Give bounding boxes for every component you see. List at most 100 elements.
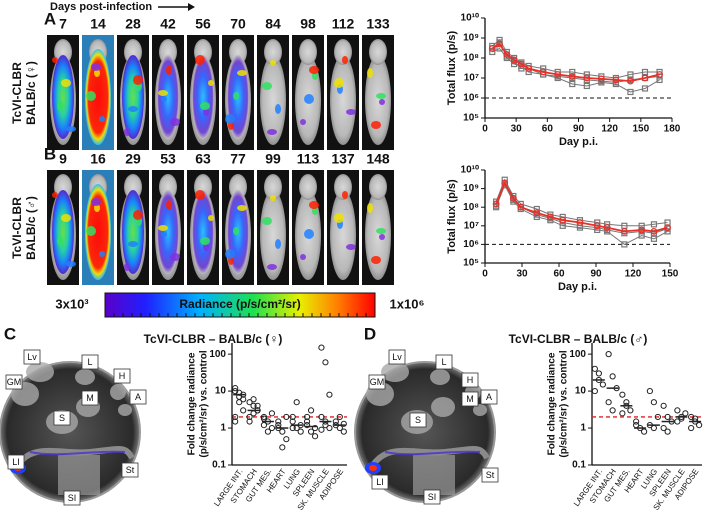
mouse-body [260,55,286,145]
organ-label: L [441,357,446,367]
marker [501,179,509,187]
dot [283,436,290,443]
organ-label: Lv [27,352,37,362]
signal [52,55,74,139]
organ-label-box [388,349,406,365]
dot [605,399,612,406]
signal-spot [208,80,214,86]
signal-spot [161,231,167,237]
organ [381,362,409,382]
signal [85,49,111,145]
marker [492,200,500,208]
organ-label-box [371,474,389,490]
dot [283,413,290,421]
y-tick-label: 10⁶ [463,93,479,104]
signal-spot [309,201,319,209]
signal-trace [29,450,126,456]
signal-spot [371,256,381,264]
marker [509,194,517,202]
mouse-body [365,190,391,280]
mouse-head [369,174,387,200]
y-axis-title: Total flux (p/s) [446,179,458,254]
dot [297,428,304,435]
dot [279,428,286,435]
signal-spot [170,118,180,126]
signal-spot [133,75,143,85]
signal-spot [267,129,277,135]
organ-label: GM [370,377,385,387]
dot [307,407,315,414]
signal-spot [312,207,318,215]
signal-spot [57,236,63,246]
marker [533,209,541,217]
signal-spot [124,263,130,271]
panel-label: A [44,9,56,28]
signal-spot [225,249,235,259]
organ-label-box [423,489,441,505]
day-label: 84 [265,16,281,32]
signal-spot [94,69,100,77]
y-axis-title: Fold change radiance [187,352,198,455]
organ-label-box [481,467,499,483]
signal-spot [300,254,306,260]
dot [318,426,325,433]
signal-spot [309,66,319,74]
signal-spot [91,63,101,71]
signal [85,184,111,280]
signal-spot [225,114,235,124]
dot [660,402,667,409]
signal-spot [237,205,247,211]
signal-spot [262,217,272,225]
mouse-head [124,174,142,200]
marker [525,68,532,76]
marker [518,65,525,72]
dot [303,418,311,425]
dot [650,424,657,432]
mouse-body [330,190,356,280]
y-tick-label: 0.1 [572,460,586,471]
signal-spot [342,191,348,199]
dot [591,365,598,372]
dot [340,428,347,435]
dot [303,422,311,429]
y-tick-label: 0.1 [212,460,226,471]
day-label: 70 [230,16,246,32]
dot [332,418,339,425]
signal-spot [267,264,277,270]
organ [110,384,126,400]
series-line [492,47,660,93]
signal-spot [86,226,96,236]
signal-spot [300,119,306,125]
dot [311,433,319,440]
x-tick-label: 30 [511,124,523,135]
dot [232,387,239,395]
mouse-head [159,174,177,200]
dot [322,359,329,366]
dot [326,424,333,432]
marker [569,68,576,76]
dot [326,391,333,398]
dot [232,385,239,392]
organ-label: S [59,413,65,423]
marker [539,68,547,76]
signal [122,55,144,139]
dot [340,420,347,427]
signal-spot [170,253,180,261]
marker [656,71,663,78]
dot [595,370,602,377]
signal-spot [52,57,58,63]
organ-label: LI [376,477,384,487]
mouse-head [124,39,142,65]
mouse-head [229,174,247,200]
signal-spot [371,121,381,129]
y-tick-label: 10¹⁰ [461,13,479,24]
dot [311,424,319,432]
dot [246,399,253,406]
series-line [495,184,668,245]
day-label: 14 [90,16,106,32]
organ-label: L [87,357,92,367]
y-tick-label: 1 [580,423,586,434]
signal-spot [128,106,138,112]
